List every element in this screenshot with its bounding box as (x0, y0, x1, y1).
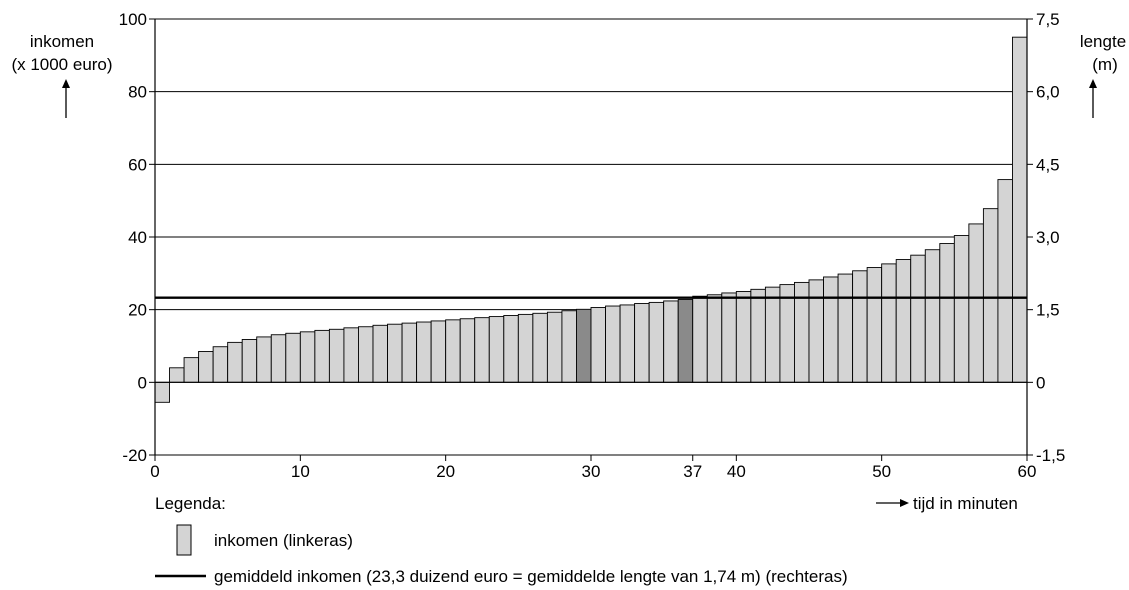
bar (750, 288, 766, 383)
left-tick-label: -20 (122, 446, 147, 465)
bar (183, 357, 200, 383)
bar (721, 292, 737, 383)
x-tick-label: 37 (683, 462, 702, 481)
bar (212, 346, 229, 383)
right-tick-label: -1,5 (1036, 446, 1065, 465)
bar (459, 318, 476, 383)
legend-bar-swatch (176, 524, 192, 556)
legend-title: Legenda: (155, 494, 226, 513)
bar (532, 312, 548, 383)
bar (169, 367, 185, 383)
bar (358, 326, 374, 383)
bar (779, 284, 795, 383)
bar (387, 323, 403, 383)
bar (939, 243, 955, 383)
bar (764, 286, 781, 383)
left-tick-label: 0 (138, 373, 147, 392)
bar (590, 307, 606, 383)
x-axis-arrow (876, 499, 909, 507)
bar-highlighted (677, 299, 694, 383)
right-axis-arrow (1089, 79, 1097, 118)
bar (154, 381, 170, 403)
x-tick-label: 0 (150, 462, 159, 481)
bar (634, 303, 650, 383)
left-axis-label-line1: inkomen (30, 32, 94, 51)
bar (445, 319, 461, 383)
bar (561, 310, 577, 383)
left-tick-label: 40 (128, 228, 147, 247)
bar (416, 321, 432, 383)
bar (256, 336, 272, 383)
bar (227, 341, 243, 383)
bar (430, 320, 447, 383)
x-tick-label: 40 (727, 462, 746, 481)
bar (546, 311, 563, 383)
right-tick-label: 3,0 (1036, 228, 1060, 247)
bar (299, 331, 316, 383)
x-tick-label: 60 (1018, 462, 1037, 481)
x-tick-label: 30 (582, 462, 601, 481)
bar (852, 270, 868, 383)
bar (503, 315, 519, 383)
x-tick-label: 10 (291, 462, 310, 481)
bar (735, 291, 752, 383)
bar (343, 327, 359, 383)
bar (895, 259, 912, 383)
bar (285, 332, 301, 383)
bar (474, 317, 490, 383)
bar (663, 300, 679, 383)
bar (241, 339, 258, 383)
bar (270, 334, 287, 383)
bar (837, 273, 854, 383)
bar (706, 294, 723, 383)
right-tick-label: 1,5 (1036, 301, 1060, 320)
bar (881, 263, 897, 383)
bar (997, 179, 1013, 383)
legend-line-label: gemiddeld inkomen (23,3 duizend euro = g… (214, 567, 848, 586)
right-tick-label: 4,5 (1036, 155, 1060, 174)
bar (619, 304, 636, 383)
bar (808, 279, 824, 383)
bar (823, 276, 839, 383)
left-axis-label-line2: (x 1000 euro) (11, 55, 112, 74)
right-axis-label-line1: lengte (1080, 32, 1126, 51)
left-axis-arrow (62, 79, 70, 118)
left-tick-label: 100 (119, 10, 147, 29)
right-axis-label-line2: (m) (1092, 55, 1117, 74)
bar-highlighted (576, 308, 592, 383)
bar (605, 305, 621, 383)
bar (517, 313, 534, 383)
bar (924, 249, 941, 383)
left-tick-label: 80 (128, 83, 147, 102)
bar (372, 324, 388, 383)
bar (968, 223, 984, 383)
bar (401, 322, 418, 383)
bar (648, 301, 665, 383)
bar (1012, 36, 1028, 383)
bar (910, 254, 926, 383)
bar (982, 208, 999, 383)
bar (314, 329, 330, 383)
bar (692, 295, 708, 383)
bar (198, 351, 214, 383)
bar (488, 316, 505, 383)
bar (953, 235, 970, 383)
right-tick-label: 7,5 (1036, 10, 1060, 29)
left-tick-label: 20 (128, 301, 147, 320)
right-tick-label: 6,0 (1036, 83, 1060, 102)
x-tick-label: 20 (436, 462, 455, 481)
x-tick-label: 50 (872, 462, 891, 481)
x-axis-label: tijd in minuten (913, 494, 1018, 513)
bar (866, 267, 883, 383)
right-tick-label: 0 (1036, 373, 1045, 392)
bar (328, 328, 345, 383)
legend-bar-label: inkomen (linkeras) (214, 531, 353, 550)
left-tick-label: 60 (128, 155, 147, 174)
